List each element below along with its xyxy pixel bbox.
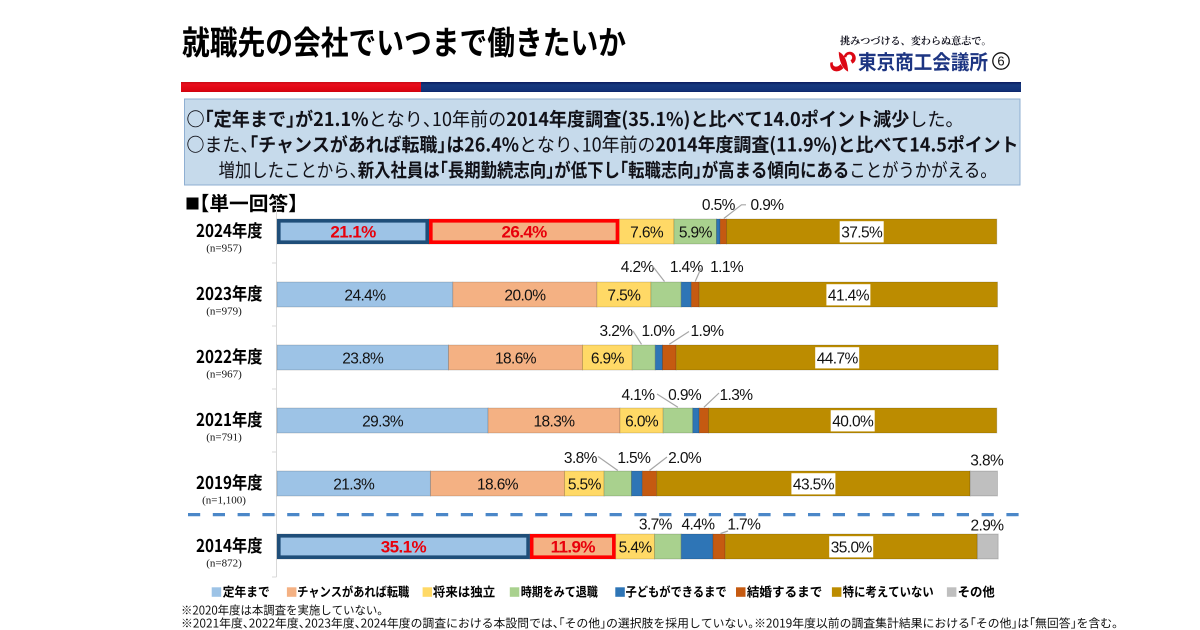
svg-text:24.4%: 24.4% [344, 288, 386, 305]
svg-text:4.2%: 4.2% [621, 259, 655, 276]
svg-text:21.1%: 21.1% [330, 223, 376, 242]
svg-text:6.0%: 6.0% [625, 414, 659, 431]
svg-text:2.9%: 2.9% [971, 518, 1005, 535]
svg-text:(n=967): (n=967) [206, 369, 242, 381]
svg-text:18.3%: 18.3% [534, 414, 576, 431]
svg-text:1.1%: 1.1% [710, 259, 744, 276]
svg-text:37.5%: 37.5% [841, 225, 883, 242]
svg-text:18.6%: 18.6% [495, 351, 537, 368]
svg-text:3.7%: 3.7% [639, 517, 673, 534]
svg-text:1.4%: 1.4% [670, 259, 704, 276]
svg-text:44.7%: 44.7% [817, 351, 859, 368]
svg-text:(n=979): (n=979) [206, 306, 242, 318]
svg-text:3.8%: 3.8% [970, 453, 1004, 470]
svg-text:35.1%: 35.1% [381, 538, 427, 557]
svg-text:7.5%: 7.5% [607, 288, 641, 305]
svg-text:6.9%: 6.9% [591, 351, 625, 368]
svg-text:29.3%: 29.3% [362, 414, 404, 431]
svg-text:23.8%: 23.8% [342, 351, 384, 368]
svg-text:26.4%: 26.4% [501, 223, 547, 242]
svg-text:(n=791): (n=791) [206, 432, 242, 444]
svg-text:43.5%: 43.5% [793, 477, 835, 494]
svg-text:1.9%: 1.9% [691, 323, 725, 340]
svg-text:3.2%: 3.2% [600, 323, 634, 340]
svg-text:1.0%: 1.0% [642, 323, 676, 340]
svg-text:4.4%: 4.4% [682, 517, 716, 534]
svg-text:11.9%: 11.9% [551, 538, 596, 557]
svg-text:41.4%: 41.4% [828, 288, 870, 305]
svg-text:21.3%: 21.3% [333, 477, 375, 494]
svg-text:0.9%: 0.9% [668, 387, 702, 404]
svg-text:(n=1,100): (n=1,100) [202, 495, 246, 507]
svg-text:5.9%: 5.9% [679, 225, 713, 242]
svg-text:2.0%: 2.0% [668, 450, 702, 467]
svg-text:18.6%: 18.6% [477, 477, 519, 494]
svg-text:40.0%: 40.0% [832, 414, 874, 431]
svg-text:1.5%: 1.5% [617, 450, 651, 467]
svg-text:6: 6 [997, 54, 1004, 69]
svg-text:0.9%: 0.9% [751, 197, 785, 214]
svg-text:(n=957): (n=957) [206, 243, 242, 255]
svg-text:3.8%: 3.8% [564, 450, 598, 467]
svg-text:1.7%: 1.7% [727, 517, 761, 534]
svg-text:5.5%: 5.5% [568, 477, 602, 494]
svg-text:(n=872): (n=872) [206, 558, 242, 570]
svg-text:5.4%: 5.4% [619, 540, 653, 557]
svg-text:7.6%: 7.6% [630, 225, 664, 242]
svg-text:0.5%: 0.5% [702, 197, 736, 214]
svg-text:4.1%: 4.1% [622, 387, 656, 404]
svg-text:1.3%: 1.3% [720, 387, 754, 404]
svg-text:35.0%: 35.0% [831, 540, 873, 557]
svg-text:20.0%: 20.0% [504, 288, 546, 305]
